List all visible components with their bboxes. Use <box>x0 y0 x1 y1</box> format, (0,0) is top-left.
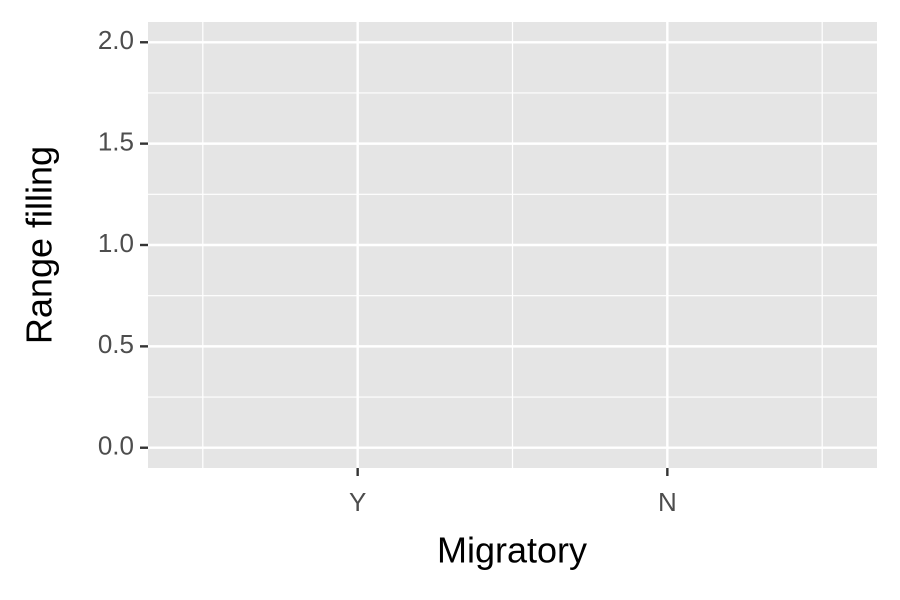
y-tick-label: 1.0 <box>98 228 134 258</box>
x-axis-title: Migratory <box>437 530 587 571</box>
y-tick-label: 0.5 <box>98 329 134 359</box>
y-tick-label: 2.0 <box>98 25 134 55</box>
x-tick-label: N <box>658 487 677 517</box>
x-tick-label: Y <box>349 487 366 517</box>
y-tick-label: 0.0 <box>98 431 134 461</box>
y-tick-label: 1.5 <box>98 127 134 157</box>
y-axis-title: Range filling <box>19 146 60 344</box>
